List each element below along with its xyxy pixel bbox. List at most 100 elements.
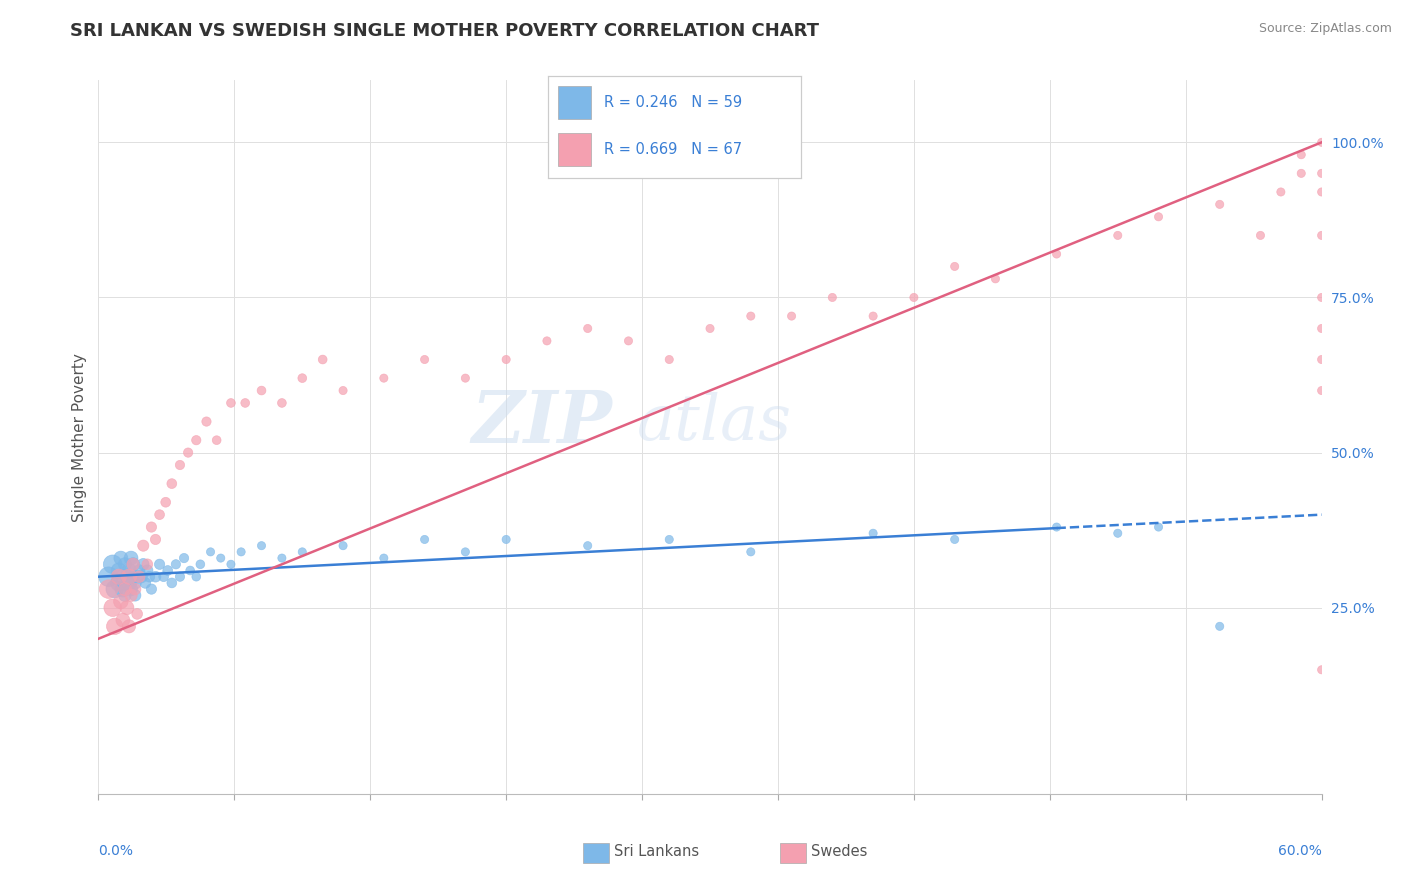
Point xyxy=(984,272,1007,286)
Point xyxy=(173,551,195,566)
Point xyxy=(1209,197,1232,211)
Point xyxy=(862,526,884,541)
Point xyxy=(156,564,179,578)
Point xyxy=(1310,166,1333,180)
Point xyxy=(179,564,201,578)
Point xyxy=(1291,166,1313,180)
Point xyxy=(740,309,762,323)
Point xyxy=(108,575,131,590)
Point xyxy=(1147,210,1170,224)
Point xyxy=(122,558,145,572)
Point xyxy=(104,619,127,633)
Point xyxy=(110,551,132,566)
Point xyxy=(1310,384,1333,398)
Point xyxy=(149,558,172,572)
Point xyxy=(97,570,120,584)
Point xyxy=(332,539,354,553)
Point xyxy=(141,520,163,534)
Point xyxy=(617,334,640,348)
Point xyxy=(124,588,146,602)
Point xyxy=(413,533,436,547)
Point xyxy=(132,558,155,572)
Point xyxy=(233,396,256,410)
FancyBboxPatch shape xyxy=(558,87,592,119)
Point xyxy=(1270,185,1292,199)
Point xyxy=(155,495,177,509)
Point xyxy=(576,321,599,335)
Point xyxy=(576,539,599,553)
Point xyxy=(188,558,212,572)
Point xyxy=(136,564,159,578)
Text: 60.0%: 60.0% xyxy=(1278,844,1322,858)
Point xyxy=(373,371,395,385)
Point xyxy=(1107,526,1129,541)
Point xyxy=(111,613,134,627)
Point xyxy=(136,558,159,572)
Point xyxy=(903,290,925,304)
Point xyxy=(127,570,149,584)
Text: Sri Lankans: Sri Lankans xyxy=(614,845,700,859)
Point xyxy=(1310,321,1333,335)
Point xyxy=(128,564,150,578)
Point xyxy=(1045,520,1069,534)
Point xyxy=(169,458,191,472)
Text: ZIP: ZIP xyxy=(471,387,612,458)
Point xyxy=(658,352,681,367)
Point xyxy=(132,539,155,553)
Point xyxy=(160,476,183,491)
Point xyxy=(129,570,152,584)
Point xyxy=(114,582,136,596)
Point xyxy=(1249,228,1271,243)
Point xyxy=(108,570,131,584)
Point xyxy=(200,545,222,559)
Point xyxy=(495,352,517,367)
Point xyxy=(943,533,966,547)
Point xyxy=(1291,147,1313,161)
Point xyxy=(152,570,174,584)
Text: Swedes: Swedes xyxy=(811,845,868,859)
Point xyxy=(124,582,146,596)
Point xyxy=(122,570,145,584)
Y-axis label: Single Mother Poverty: Single Mother Poverty xyxy=(72,352,87,522)
Point xyxy=(118,570,141,584)
Point xyxy=(111,570,134,584)
Point xyxy=(124,575,146,590)
Point xyxy=(943,260,966,274)
Text: SRI LANKAN VS SWEDISH SINGLE MOTHER POVERTY CORRELATION CHART: SRI LANKAN VS SWEDISH SINGLE MOTHER POVE… xyxy=(70,22,820,40)
Point xyxy=(101,600,124,615)
Point xyxy=(250,384,273,398)
Point xyxy=(1310,290,1333,304)
Point xyxy=(120,588,142,602)
Point xyxy=(134,575,156,590)
Point xyxy=(120,551,142,566)
Point xyxy=(104,582,127,596)
Point xyxy=(1045,247,1069,261)
Point xyxy=(122,558,145,572)
Point xyxy=(413,352,436,367)
Point xyxy=(219,396,242,410)
Point xyxy=(1310,228,1333,243)
Point xyxy=(1107,228,1129,243)
Point xyxy=(138,570,160,584)
Point xyxy=(195,415,218,429)
Point xyxy=(373,551,395,566)
Point xyxy=(118,575,141,590)
Point xyxy=(97,582,120,596)
Point xyxy=(454,371,477,385)
Point xyxy=(1310,663,1333,677)
Point xyxy=(250,539,273,553)
Point xyxy=(169,570,191,584)
Point xyxy=(114,558,136,572)
Text: R = 0.246   N = 59: R = 0.246 N = 59 xyxy=(605,95,742,110)
Point xyxy=(120,582,142,596)
Point xyxy=(312,352,335,367)
Point xyxy=(118,619,141,633)
Point xyxy=(270,396,294,410)
Point xyxy=(101,558,124,572)
Point xyxy=(291,545,314,559)
Point xyxy=(780,309,803,323)
Point xyxy=(495,533,517,547)
Point xyxy=(291,371,314,385)
Point xyxy=(699,321,721,335)
FancyBboxPatch shape xyxy=(558,133,592,166)
